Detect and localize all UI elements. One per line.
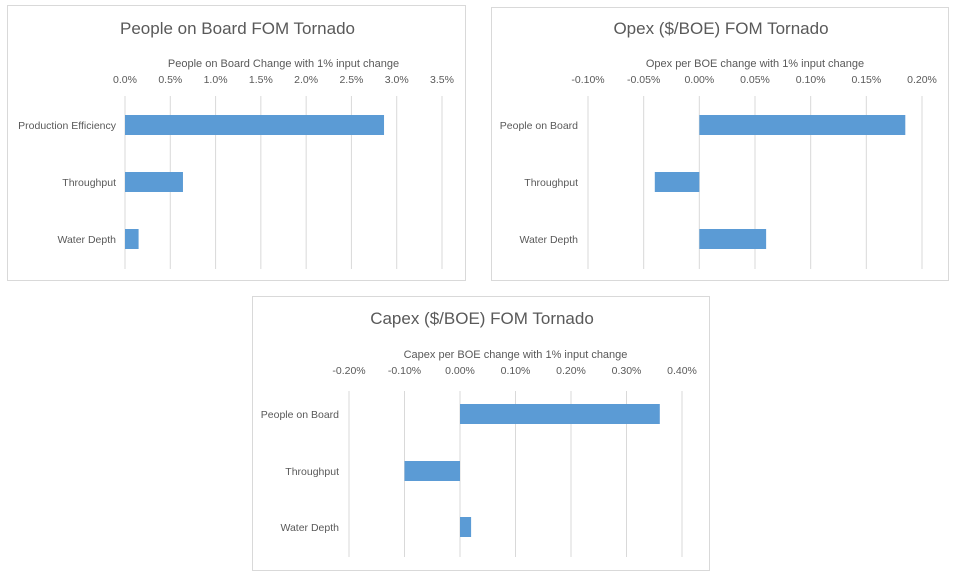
x-tick-label: 0.15%: [851, 74, 881, 86]
category-label: People on Board: [500, 120, 578, 132]
x-tick-label: -0.05%: [627, 74, 660, 86]
x-tick-label: 0.5%: [158, 74, 182, 86]
chart-panel-people-on-board: People on Board FOM Tornado People on Boa…: [7, 5, 466, 281]
x-tick-label: -0.10%: [388, 365, 421, 377]
x-tick-label: 1.5%: [249, 74, 273, 86]
bar-people-on-board: [460, 404, 660, 424]
bar-production-efficiency: [125, 115, 385, 135]
x-tick-label: 0.10%: [501, 365, 531, 377]
chart-panel-opex: Opex ($/BOE) FOM Tornado Opex per BOE cha…: [491, 7, 949, 281]
x-tick-label: 0.0%: [113, 74, 137, 86]
category-label: Water Depth: [57, 234, 116, 246]
x-tick-label: 1.0%: [204, 74, 228, 86]
x-tick-label: 0.05%: [740, 74, 770, 86]
bar-people-on-board: [699, 115, 906, 135]
chart-svg: Capex ($/BOE) FOM Tornado Capex per BOE c…: [261, 309, 697, 557]
x-tick-label: -0.20%: [332, 365, 365, 377]
bar-throughput: [125, 172, 183, 192]
category-label: Throughput: [62, 177, 116, 189]
x-axis-title: People on Board Change with 1% input cha…: [168, 58, 399, 70]
category-label: Water Depth: [280, 522, 339, 534]
x-tick-label: 0.20%: [556, 365, 586, 377]
chart-svg: People on Board FOM Tornado People on Boa…: [18, 19, 454, 269]
x-tick-label: 0.10%: [796, 74, 826, 86]
bar-water-depth: [125, 229, 139, 249]
x-tick-label: 0.20%: [907, 74, 937, 86]
x-tick-label: 2.5%: [339, 74, 363, 86]
category-label: Throughput: [285, 466, 339, 478]
category-label: Water Depth: [519, 234, 578, 246]
x-tick-label: 3.0%: [385, 74, 409, 86]
category-label: Production Efficiency: [18, 120, 117, 132]
chart-title: People on Board FOM Tornado: [120, 19, 355, 38]
x-tick-label: -0.10%: [571, 74, 604, 86]
bar-throughput: [654, 172, 700, 192]
x-tick-label: 3.5%: [430, 74, 454, 86]
bar-throughput: [404, 461, 460, 481]
x-tick-label: 0.30%: [612, 365, 642, 377]
x-tick-label: 0.40%: [667, 365, 697, 377]
chart-panel-capex: Capex ($/BOE) FOM Tornado Capex per BOE c…: [252, 296, 710, 571]
bar-water-depth: [699, 229, 767, 249]
x-tick-label: 2.0%: [294, 74, 318, 86]
bar-water-depth: [460, 517, 472, 537]
chart-title: Opex ($/BOE) FOM Tornado: [613, 19, 828, 38]
x-tick-label: 0.00%: [684, 74, 714, 86]
category-label: Throughput: [524, 177, 578, 189]
category-label: People on Board: [261, 409, 339, 421]
x-tick-label: 0.00%: [445, 365, 475, 377]
chart-title: Capex ($/BOE) FOM Tornado: [370, 309, 594, 328]
x-axis-title: Opex per BOE change with 1% input change: [646, 58, 864, 70]
chart-svg: Opex ($/BOE) FOM Tornado Opex per BOE cha…: [500, 19, 937, 269]
x-axis-title: Capex per BOE change with 1% input chang…: [404, 349, 628, 361]
